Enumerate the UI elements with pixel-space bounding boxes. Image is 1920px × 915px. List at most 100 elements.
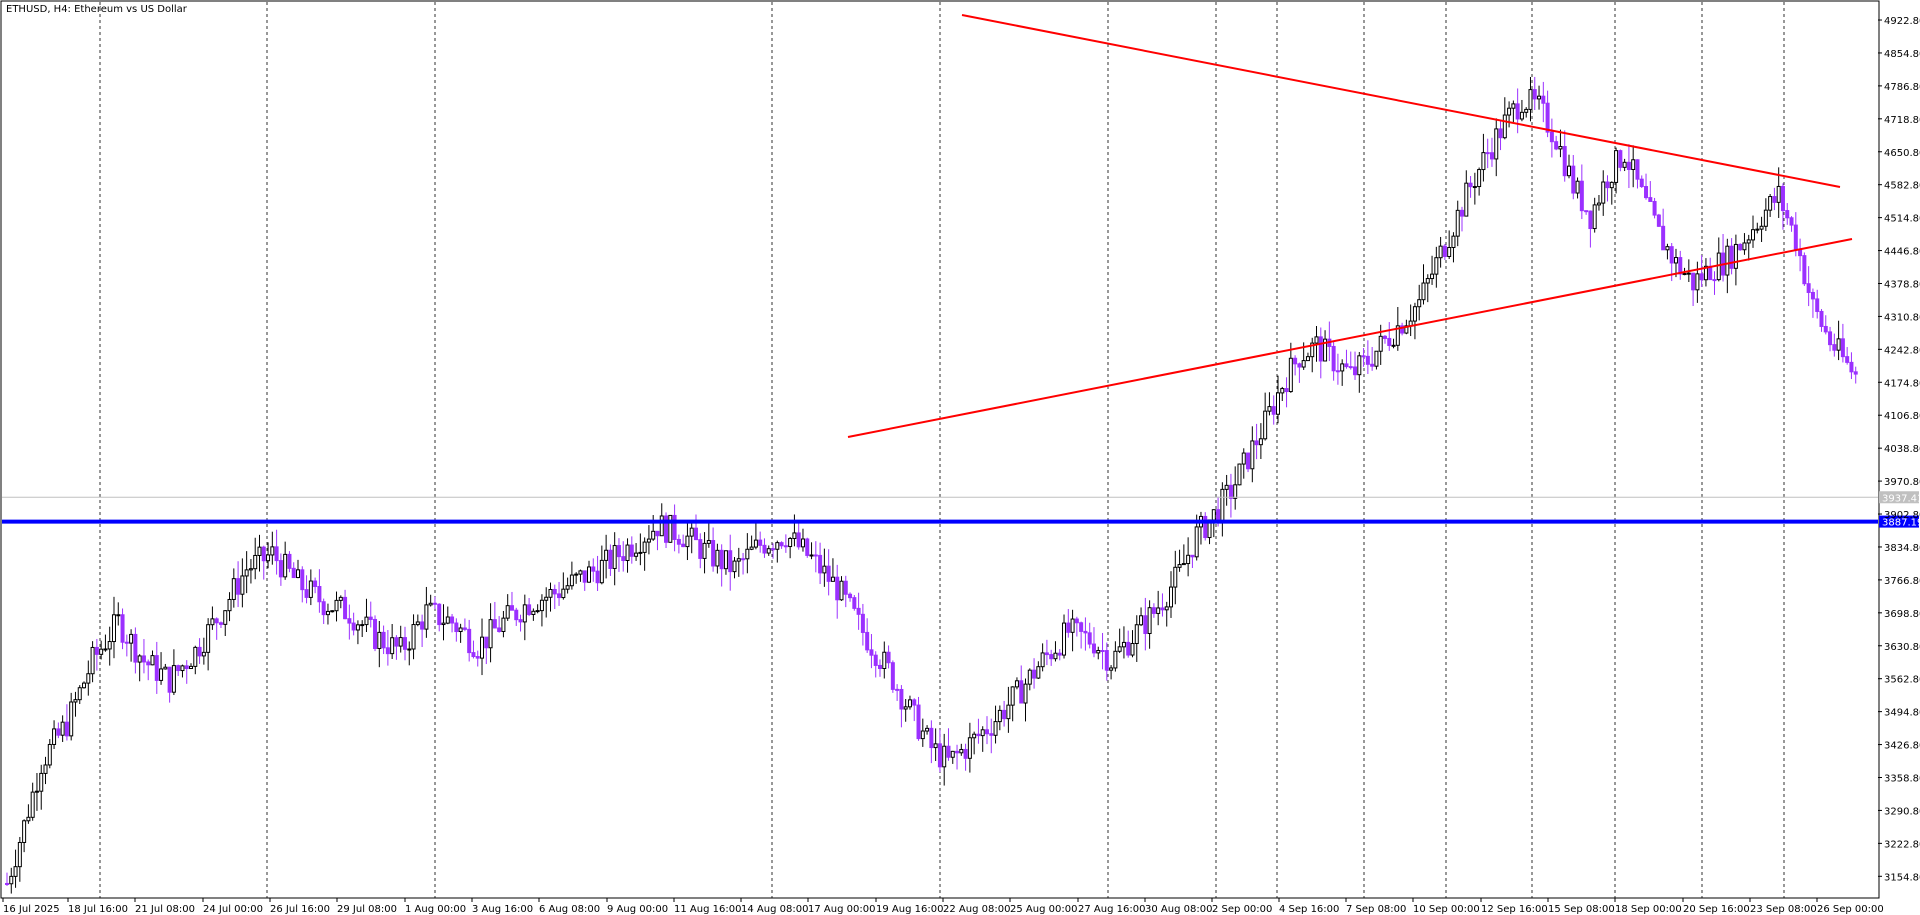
x-tick-label: 20 Sep 16:00 [1683, 904, 1750, 915]
candle-body [997, 709, 1002, 723]
candle-body [1019, 680, 1024, 704]
candle-body [1494, 128, 1499, 160]
candle-body [325, 610, 330, 616]
candle-body [450, 616, 455, 624]
candle-body [355, 624, 360, 631]
candle-body [1823, 325, 1828, 333]
candle-body [1472, 186, 1477, 189]
candle-body [1323, 338, 1328, 362]
candle-body [672, 514, 677, 540]
candle-body [826, 565, 831, 582]
candle-body [1742, 242, 1747, 251]
candle-body [873, 654, 878, 666]
candle-body [1789, 217, 1794, 226]
candle-body [1190, 554, 1195, 558]
candle-body [839, 580, 844, 601]
candle-body [1541, 95, 1546, 104]
candle-body [753, 539, 758, 548]
candle-body [1840, 338, 1845, 358]
candle-body [1083, 630, 1088, 634]
candle-body [501, 617, 506, 632]
x-tick-label: 11 Aug 16:00 [674, 904, 741, 915]
chart-title: ETHUSD, H4: Ethereum vs US Dollar [6, 4, 188, 15]
candle-body [287, 553, 292, 569]
candle-body [1382, 335, 1387, 339]
candle-body [1130, 642, 1135, 656]
candle-body [146, 661, 151, 666]
candle-body [1703, 265, 1708, 281]
candle-body [916, 704, 921, 740]
candle-body [976, 733, 981, 737]
candle-body [779, 542, 784, 547]
candle-body [1708, 265, 1713, 281]
candle-body [1566, 165, 1571, 177]
candle-body [1631, 159, 1636, 170]
candle-body [1370, 363, 1375, 367]
y-tick-label: 3494.80 [1884, 708, 1920, 719]
candle-body [1763, 209, 1768, 227]
candle-body [1810, 291, 1815, 300]
y-tick-label: 3358.80 [1884, 774, 1920, 785]
candle-body [762, 544, 767, 554]
candle-body [1228, 484, 1233, 499]
candle-body [1725, 245, 1730, 276]
candle-body [381, 631, 386, 649]
candle-body [955, 750, 960, 754]
candle-body [565, 585, 570, 590]
x-tick-label: 26 Sep 00:00 [1817, 904, 1884, 915]
candle-body [878, 664, 883, 669]
y-tick-label: 4378.80 [1884, 279, 1920, 290]
candle-body [1224, 484, 1229, 490]
candle-body [437, 603, 442, 626]
x-tick-label: 21 Jul 08:00 [135, 904, 195, 915]
candle-body [1160, 607, 1165, 611]
candle-body [253, 554, 258, 570]
candle-body [1665, 246, 1670, 251]
candle-body [39, 772, 44, 792]
candle-body [1348, 366, 1353, 369]
candle-body [1062, 622, 1067, 656]
candle-body [1412, 306, 1417, 322]
candle-body [52, 728, 57, 745]
candle-body [505, 605, 510, 619]
candle-body [1819, 310, 1824, 327]
candle-body [163, 666, 168, 670]
candle-body [616, 545, 621, 558]
candle-body [719, 549, 724, 570]
trendline-upper[interactable] [961, 14, 1841, 188]
y-tick-label: 3698.80 [1884, 609, 1920, 620]
x-tick-label: 3 Aug 16:00 [472, 904, 533, 915]
bid-price-tag [1879, 491, 1919, 504]
y-tick-label: 3154.80 [1884, 872, 1920, 883]
candle-body [1588, 210, 1593, 230]
candle-body [1832, 344, 1837, 351]
candle-body [1673, 257, 1678, 264]
candle-body [1391, 344, 1396, 347]
candle-body [1768, 196, 1773, 211]
support-price-label: 3887.19 [1882, 518, 1920, 529]
candle-body [925, 727, 930, 732]
candle-body [1010, 686, 1015, 706]
x-tick-label: 6 Aug 08:00 [539, 904, 600, 915]
candle-body [278, 560, 283, 578]
candle-body [82, 682, 87, 689]
candle-body [1027, 669, 1032, 685]
candle-body [402, 637, 407, 650]
trendline-lower[interactable] [847, 238, 1853, 438]
candle-body [30, 791, 35, 818]
candle-body [890, 662, 895, 690]
candle-body [338, 596, 343, 601]
candle-body [933, 743, 938, 749]
candle-body [1571, 165, 1576, 194]
candle-body [629, 544, 634, 557]
candle-body [711, 540, 716, 567]
candle-body [227, 598, 232, 612]
candle-body [552, 588, 557, 595]
candle-body [625, 544, 630, 561]
candle-body [1489, 152, 1494, 160]
candle-body [180, 665, 185, 672]
candle-body [1780, 185, 1785, 212]
candle-body [522, 604, 527, 623]
